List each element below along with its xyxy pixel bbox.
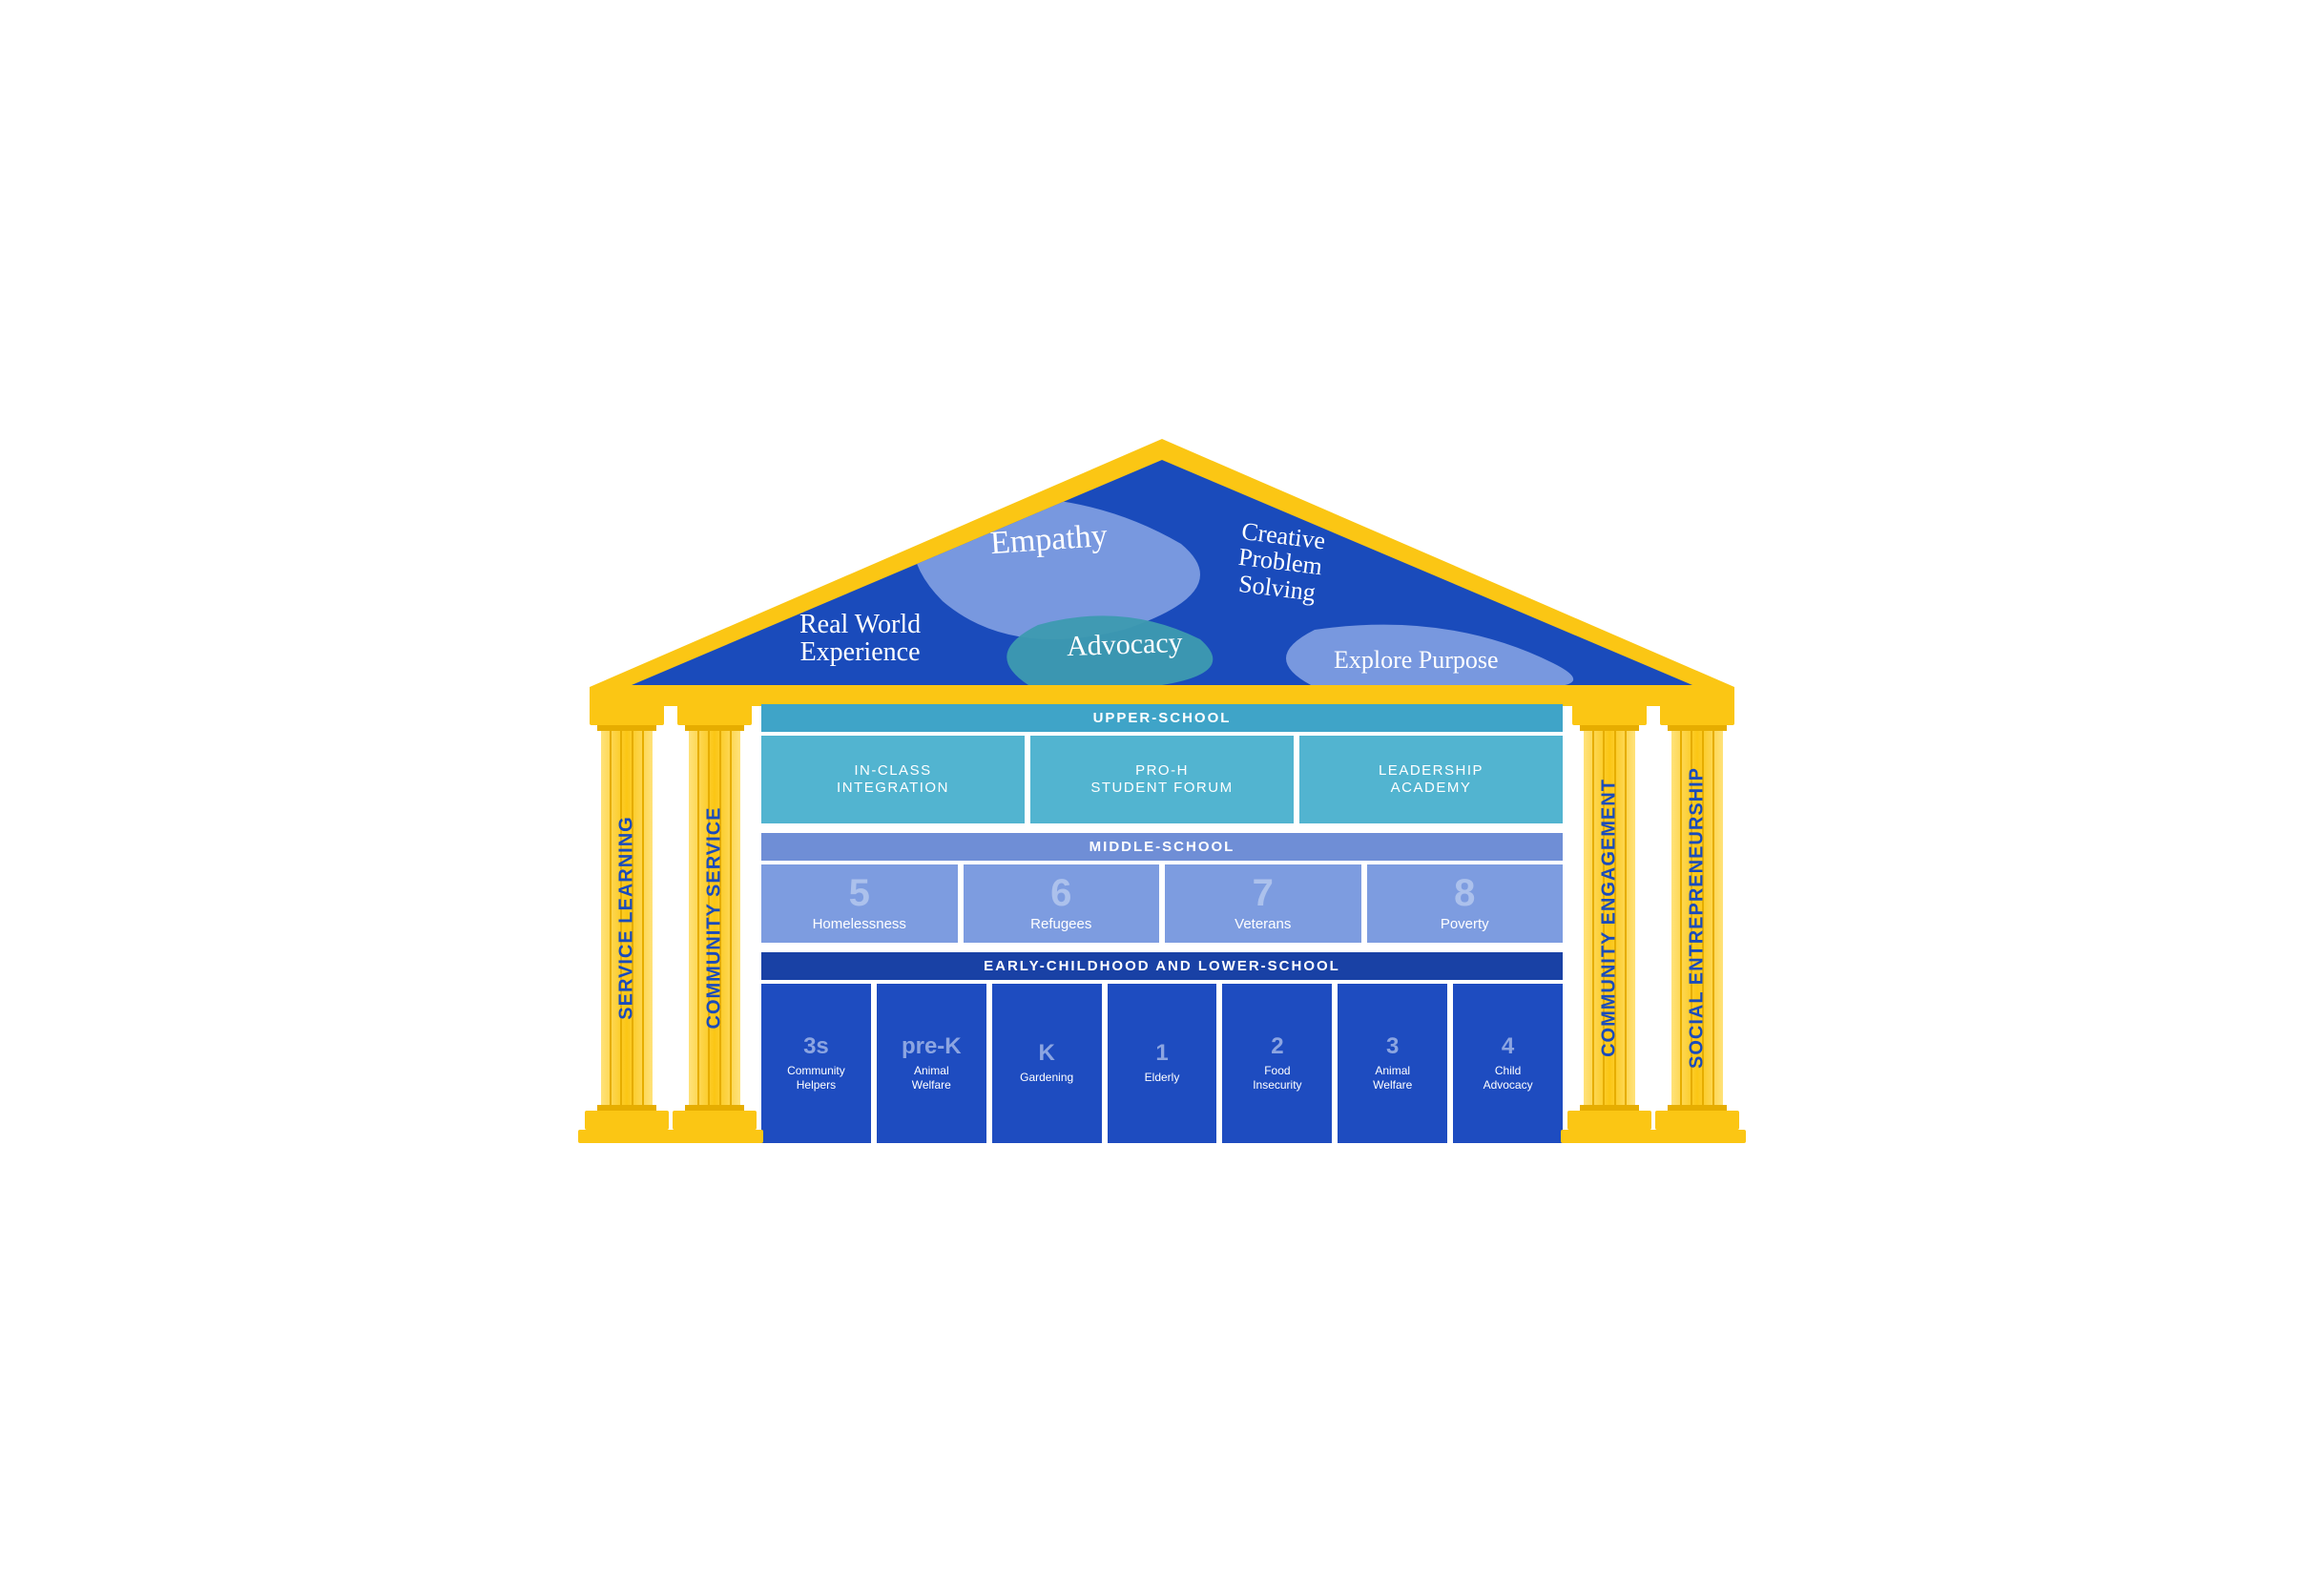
grade-number: 4 xyxy=(1502,1035,1514,1058)
pillar-social-entrepreneurship: SOCIAL ENTREPRENEURSHIP xyxy=(1660,704,1734,1143)
right-pillars: COMMUNITY ENGAGEMENT SOCIAL ENTREPRENEUR… xyxy=(1572,704,1734,1143)
roof-theme-advocacy: Advocacy xyxy=(1066,628,1183,662)
left-pillars: SERVICE LEARNING COMMUNITY SERVICE xyxy=(590,704,752,1143)
grade-topic: Gardening xyxy=(1020,1071,1073,1084)
pillar-community-service: COMMUNITY SERVICE xyxy=(677,704,752,1143)
grade-topic: Veterans xyxy=(1235,916,1291,933)
grade-topic: Refugees xyxy=(1030,916,1091,933)
lower-cell: K Gardening xyxy=(992,984,1102,1143)
roof-theme-creative: Creative Problem Solving xyxy=(1234,518,1326,606)
upper-school-section: UPPER-SCHOOL IN-CLASS INTEGRATION PRO-H … xyxy=(761,704,1563,823)
lower-cell: 4 Child Advocacy xyxy=(1453,984,1563,1143)
pillar-label: SERVICE LEARNING xyxy=(616,816,638,1019)
grade-topic: Poverty xyxy=(1441,916,1489,933)
pillar-label: SOCIAL ENTREPRENEURSHIP xyxy=(1687,767,1709,1069)
grade-topic: Community Helpers xyxy=(787,1064,845,1092)
grade-topic: Animal Welfare xyxy=(912,1064,951,1092)
grade-topic: Homelessness xyxy=(813,916,906,933)
lower-cell: 3 Animal Welfare xyxy=(1338,984,1447,1143)
upper-cell: LEADERSHIP ACADEMY xyxy=(1299,736,1563,823)
grade-number: pre-K xyxy=(902,1035,962,1058)
grade-number: 1 xyxy=(1155,1042,1168,1065)
pillar-label: COMMUNITY SERVICE xyxy=(704,807,726,1030)
lower-cell: 2 Food Insecurity xyxy=(1222,984,1332,1143)
grade-number: 2 xyxy=(1271,1035,1283,1058)
grade-number: 3 xyxy=(1386,1035,1399,1058)
grade-number: 7 xyxy=(1253,874,1274,912)
middle-cell: 8 Poverty xyxy=(1367,864,1564,943)
lower-school-header: EARLY-CHILDHOOD AND LOWER-SCHOOL xyxy=(761,952,1563,980)
upper-cell: PRO-H STUDENT FORUM xyxy=(1030,736,1294,823)
grade-topic: Food Insecurity xyxy=(1253,1064,1301,1092)
grade-topic: Animal Welfare xyxy=(1373,1064,1412,1092)
grade-topic: Child Advocacy xyxy=(1484,1064,1533,1092)
lower-cell: 3s Community Helpers xyxy=(761,984,871,1143)
grade-number: 8 xyxy=(1454,874,1475,912)
grade-number: K xyxy=(1038,1042,1054,1065)
pillar-community-engagement: COMMUNITY ENGAGEMENT xyxy=(1572,704,1647,1143)
grade-number: 3s xyxy=(803,1035,829,1058)
lower-cell: pre-K Animal Welfare xyxy=(877,984,986,1143)
middle-cell: 6 Refugees xyxy=(964,864,1160,943)
upper-school-header: UPPER-SCHOOL xyxy=(761,704,1563,732)
building-diagram: Empathy Creative Problem Solving Real Wo… xyxy=(590,439,1734,1143)
middle-school-header: MIDDLE-SCHOOL xyxy=(761,833,1563,861)
grade-number: 6 xyxy=(1050,874,1071,912)
middle-school-section: MIDDLE-SCHOOL 5 Homelessness 6 Refugees … xyxy=(761,833,1563,943)
lower-cell: 1 Elderly xyxy=(1108,984,1217,1143)
grade-number: 5 xyxy=(849,874,870,912)
roof-theme-realworld: Real World Experience xyxy=(799,611,921,667)
building-body: SERVICE LEARNING COMMUNITY SERVICE xyxy=(590,704,1734,1143)
roof-svg xyxy=(590,439,1734,706)
center-stack: UPPER-SCHOOL IN-CLASS INTEGRATION PRO-H … xyxy=(752,704,1572,1143)
pillar-service-learning: SERVICE LEARNING xyxy=(590,704,664,1143)
middle-cell: 5 Homelessness xyxy=(761,864,958,943)
grade-topic: Elderly xyxy=(1145,1071,1180,1084)
roof-theme-explorepurpose: Explore Purpose xyxy=(1334,647,1499,673)
pillar-label: COMMUNITY ENGAGEMENT xyxy=(1599,779,1621,1057)
lower-school-section: EARLY-CHILDHOOD AND LOWER-SCHOOL 3s Comm… xyxy=(761,952,1563,1143)
upper-cell: IN-CLASS INTEGRATION xyxy=(761,736,1025,823)
middle-cell: 7 Veterans xyxy=(1165,864,1361,943)
roof: Empathy Creative Problem Solving Real Wo… xyxy=(590,439,1734,706)
